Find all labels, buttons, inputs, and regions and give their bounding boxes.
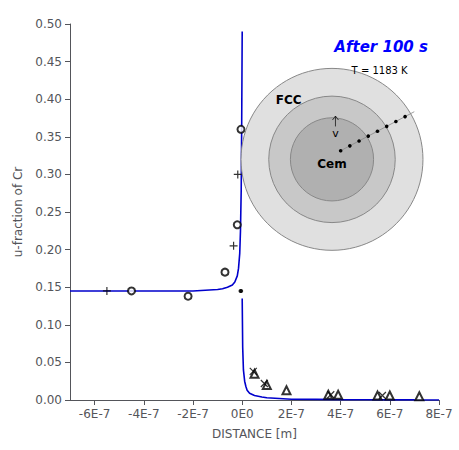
svg-text:0.15: 0.15 [35, 280, 62, 294]
svg-text:0.20: 0.20 [35, 243, 62, 257]
svg-text:u-fraction of Cr: u-fraction of Cr [11, 167, 25, 258]
svg-text:0.35: 0.35 [35, 130, 62, 144]
svg-text:-2E-7: -2E-7 [177, 407, 209, 421]
svg-text:-4E-7: -4E-7 [128, 407, 160, 421]
svg-text:v: v [332, 127, 339, 140]
svg-text:0E0: 0E0 [231, 407, 254, 421]
svg-text:DISTANCE [m]: DISTANCE [m] [212, 427, 297, 441]
svg-text:After 100 s: After 100 s [333, 38, 428, 56]
svg-text:0.30: 0.30 [35, 167, 62, 181]
svg-text:0.05: 0.05 [35, 355, 62, 369]
svg-text:0.00: 0.00 [35, 393, 62, 407]
svg-text:-6E-7: -6E-7 [79, 407, 111, 421]
svg-text:4E-7: 4E-7 [327, 407, 354, 421]
svg-text:0.10: 0.10 [35, 318, 62, 332]
svg-text:0.25: 0.25 [35, 205, 62, 219]
svg-text:6E-7: 6E-7 [376, 407, 403, 421]
svg-text:T = 1183 K: T = 1183 K [351, 65, 408, 76]
svg-text:0.40: 0.40 [35, 92, 62, 106]
svg-text:FCC: FCC [276, 93, 302, 107]
svg-text:2E-7: 2E-7 [278, 407, 305, 421]
svg-text:8E-7: 8E-7 [425, 407, 452, 421]
svg-text:0.45: 0.45 [35, 55, 62, 69]
svg-text:0.50: 0.50 [35, 17, 62, 31]
svg-text:Cem: Cem [317, 157, 346, 171]
